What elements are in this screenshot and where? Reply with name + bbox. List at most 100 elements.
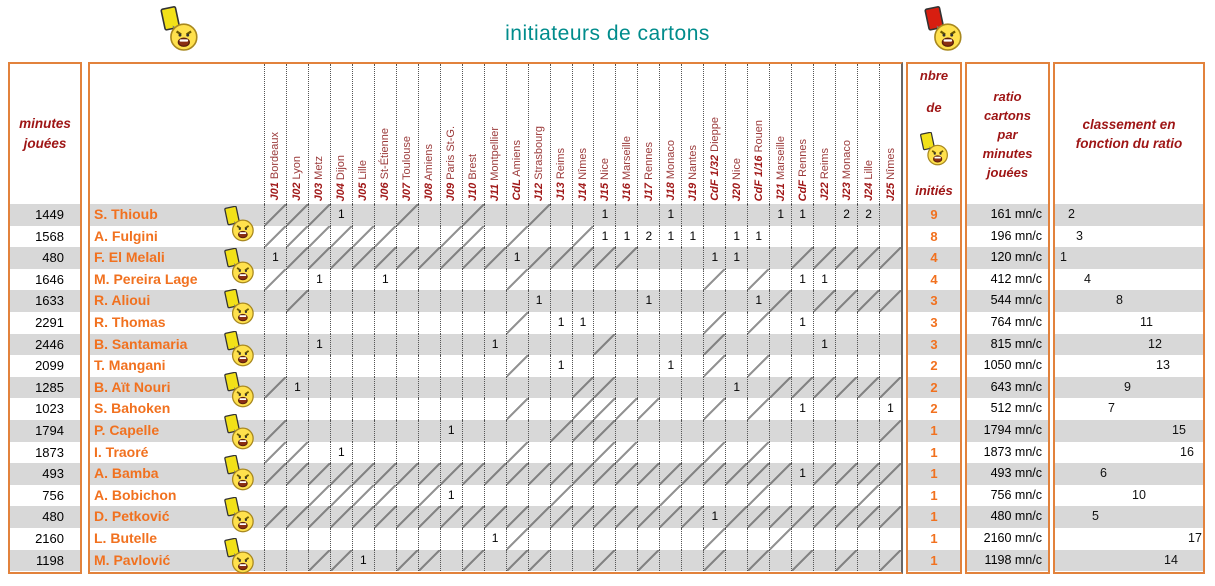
- matrix-cell: [527, 527, 550, 550]
- match-header-label: J17 Rennes: [642, 141, 655, 201]
- table-row: 4: [1055, 269, 1203, 291]
- matrix-cell: [747, 204, 769, 226]
- matrix-cell: [285, 311, 308, 334]
- matrix-cell: [681, 204, 703, 226]
- matrix-cell: [373, 549, 396, 572]
- match-header-label: J05 Lille: [357, 160, 370, 201]
- table-row: 2160: [10, 528, 80, 550]
- classement-column: classement en fonction du ratio 2 3 1 4 8 11 1…: [1053, 62, 1205, 574]
- matrix-cell-unplayed: [703, 549, 726, 572]
- matrix-cell: [527, 398, 550, 420]
- matrix-cell: [307, 419, 330, 442]
- matrix-cell-unplayed: [505, 506, 528, 528]
- match-header-label: J23 Monaco: [840, 140, 853, 201]
- matrix-cell: [769, 398, 791, 420]
- matrix-cell-unplayed: [571, 506, 594, 528]
- matrix-cell: [637, 311, 659, 334]
- matrix-cell: [505, 333, 528, 356]
- matrix-cell: [527, 376, 550, 399]
- table-row: I. Traoré 1: [90, 441, 901, 464]
- minutes-rows: 1449 1568 480 1646 1633 2291 2446 2099 1285 1023 1…: [10, 204, 80, 572]
- table-row: B. Aït Nouri 1 1: [90, 376, 901, 399]
- matrix-cell-unplayed: [703, 333, 726, 356]
- minutes-value: 480: [42, 250, 64, 266]
- matrix-cell: [857, 398, 879, 420]
- matrix-cell-unplayed: [681, 463, 704, 485]
- match-header-j23: J23 Monaco: [835, 64, 857, 204]
- matrix-cell: [329, 419, 352, 442]
- matrix-cell-unplayed: [264, 419, 286, 442]
- minutes-value: 1198: [36, 552, 64, 568]
- table-row: 1050 mn/c: [967, 355, 1048, 377]
- matrix-cell-unplayed: [395, 204, 418, 226]
- matrix-cell: [307, 311, 330, 334]
- matrix-cell: [725, 484, 747, 507]
- matrix-cell-unplayed: [593, 506, 616, 528]
- match-header-cdf-1-16: CdF 1/16 Rouen: [747, 64, 769, 204]
- matrix-cell: [307, 355, 330, 377]
- matrix-cell: [351, 290, 374, 312]
- classement-header-line: classement en: [1082, 117, 1176, 132]
- matrix-cell: [637, 484, 659, 507]
- match-header-label: J24 Lille: [862, 160, 875, 201]
- matrix-cell-unplayed: [483, 247, 506, 269]
- table-row: 764 mn/c: [967, 312, 1048, 334]
- matrix-cell: [417, 204, 440, 226]
- matrix-cell-unplayed: [285, 441, 308, 464]
- matrix-cell: [769, 355, 791, 377]
- table-row: M. Pereira Lage 1 1 1 1: [90, 268, 901, 291]
- matrix-cell: [769, 441, 791, 464]
- matrix-cell: [264, 549, 286, 572]
- match-header-label: CdL Amiens: [511, 140, 524, 201]
- matrix-cell: [285, 549, 308, 572]
- matrix-cell: [373, 333, 396, 356]
- table-row: 756 mn/c: [967, 485, 1048, 507]
- matrix-cell-unplayed: [813, 463, 836, 485]
- table-row: 1449: [10, 204, 80, 226]
- matrix-cell: [681, 441, 703, 464]
- matrix-cell: [615, 333, 637, 356]
- table-row: 1: [1055, 247, 1203, 269]
- matrix-cell: [439, 441, 462, 464]
- ratio-value: 544 mn/c: [990, 293, 1042, 308]
- matrix-cell-unplayed: [637, 398, 660, 420]
- table-row: A. Fulgini 1 1 2 1 1 1 1: [90, 225, 901, 248]
- matrix-cell: [681, 268, 703, 291]
- matrix-cell: [791, 355, 813, 377]
- table-row: R. Thomas 1 1 1: [90, 311, 901, 334]
- matrix-cell: [351, 527, 374, 550]
- cards-count-value: 1: [930, 530, 938, 546]
- matrix-cell: [615, 268, 637, 291]
- matrix-cell: [615, 204, 637, 226]
- matrix-cell: [703, 419, 725, 442]
- matrix-cell: [659, 549, 681, 572]
- nbre-rows: 9 8 4 4 3 3 3 2 2 2 1 1 1 1 1 1 1: [908, 204, 960, 572]
- match-header-label: J01 Bordeaux: [269, 132, 282, 201]
- matrix-cell: [483, 204, 506, 226]
- table-row: 1794 mn/c: [967, 419, 1048, 442]
- matrix-cell: [527, 441, 550, 464]
- match-header-row: J01 Bordeaux J02 Lyon J03 Metz J04 Dijon J05…: [90, 64, 901, 204]
- rank-value: 4: [1084, 271, 1091, 286]
- matrix-cell: [879, 225, 901, 248]
- table-row: 8: [1055, 290, 1203, 312]
- matrix-cell-unplayed: [703, 527, 726, 550]
- ratio-value: 2160 mn/c: [983, 530, 1042, 545]
- matrix-cell: 1: [571, 311, 594, 334]
- table-row: 8: [908, 226, 960, 248]
- table-row: 1646: [10, 269, 80, 291]
- matrix-cell: [879, 311, 901, 334]
- matrix-cell-unplayed: [351, 463, 374, 485]
- ratio-value: 412 mn/c: [990, 271, 1042, 286]
- matrix-cell: [571, 441, 594, 464]
- matrix-cell: [615, 311, 637, 334]
- minutes-value: 1568: [35, 228, 64, 244]
- matrix-cell: [813, 398, 835, 420]
- ratio-value: 120 mn/c: [990, 250, 1042, 265]
- matrix-cell-unplayed: [439, 463, 462, 485]
- matrix-cell: [439, 398, 462, 420]
- matrix-cell: [659, 247, 681, 269]
- matrix-cell-unplayed: [307, 506, 330, 528]
- matrix-cell: [769, 333, 791, 356]
